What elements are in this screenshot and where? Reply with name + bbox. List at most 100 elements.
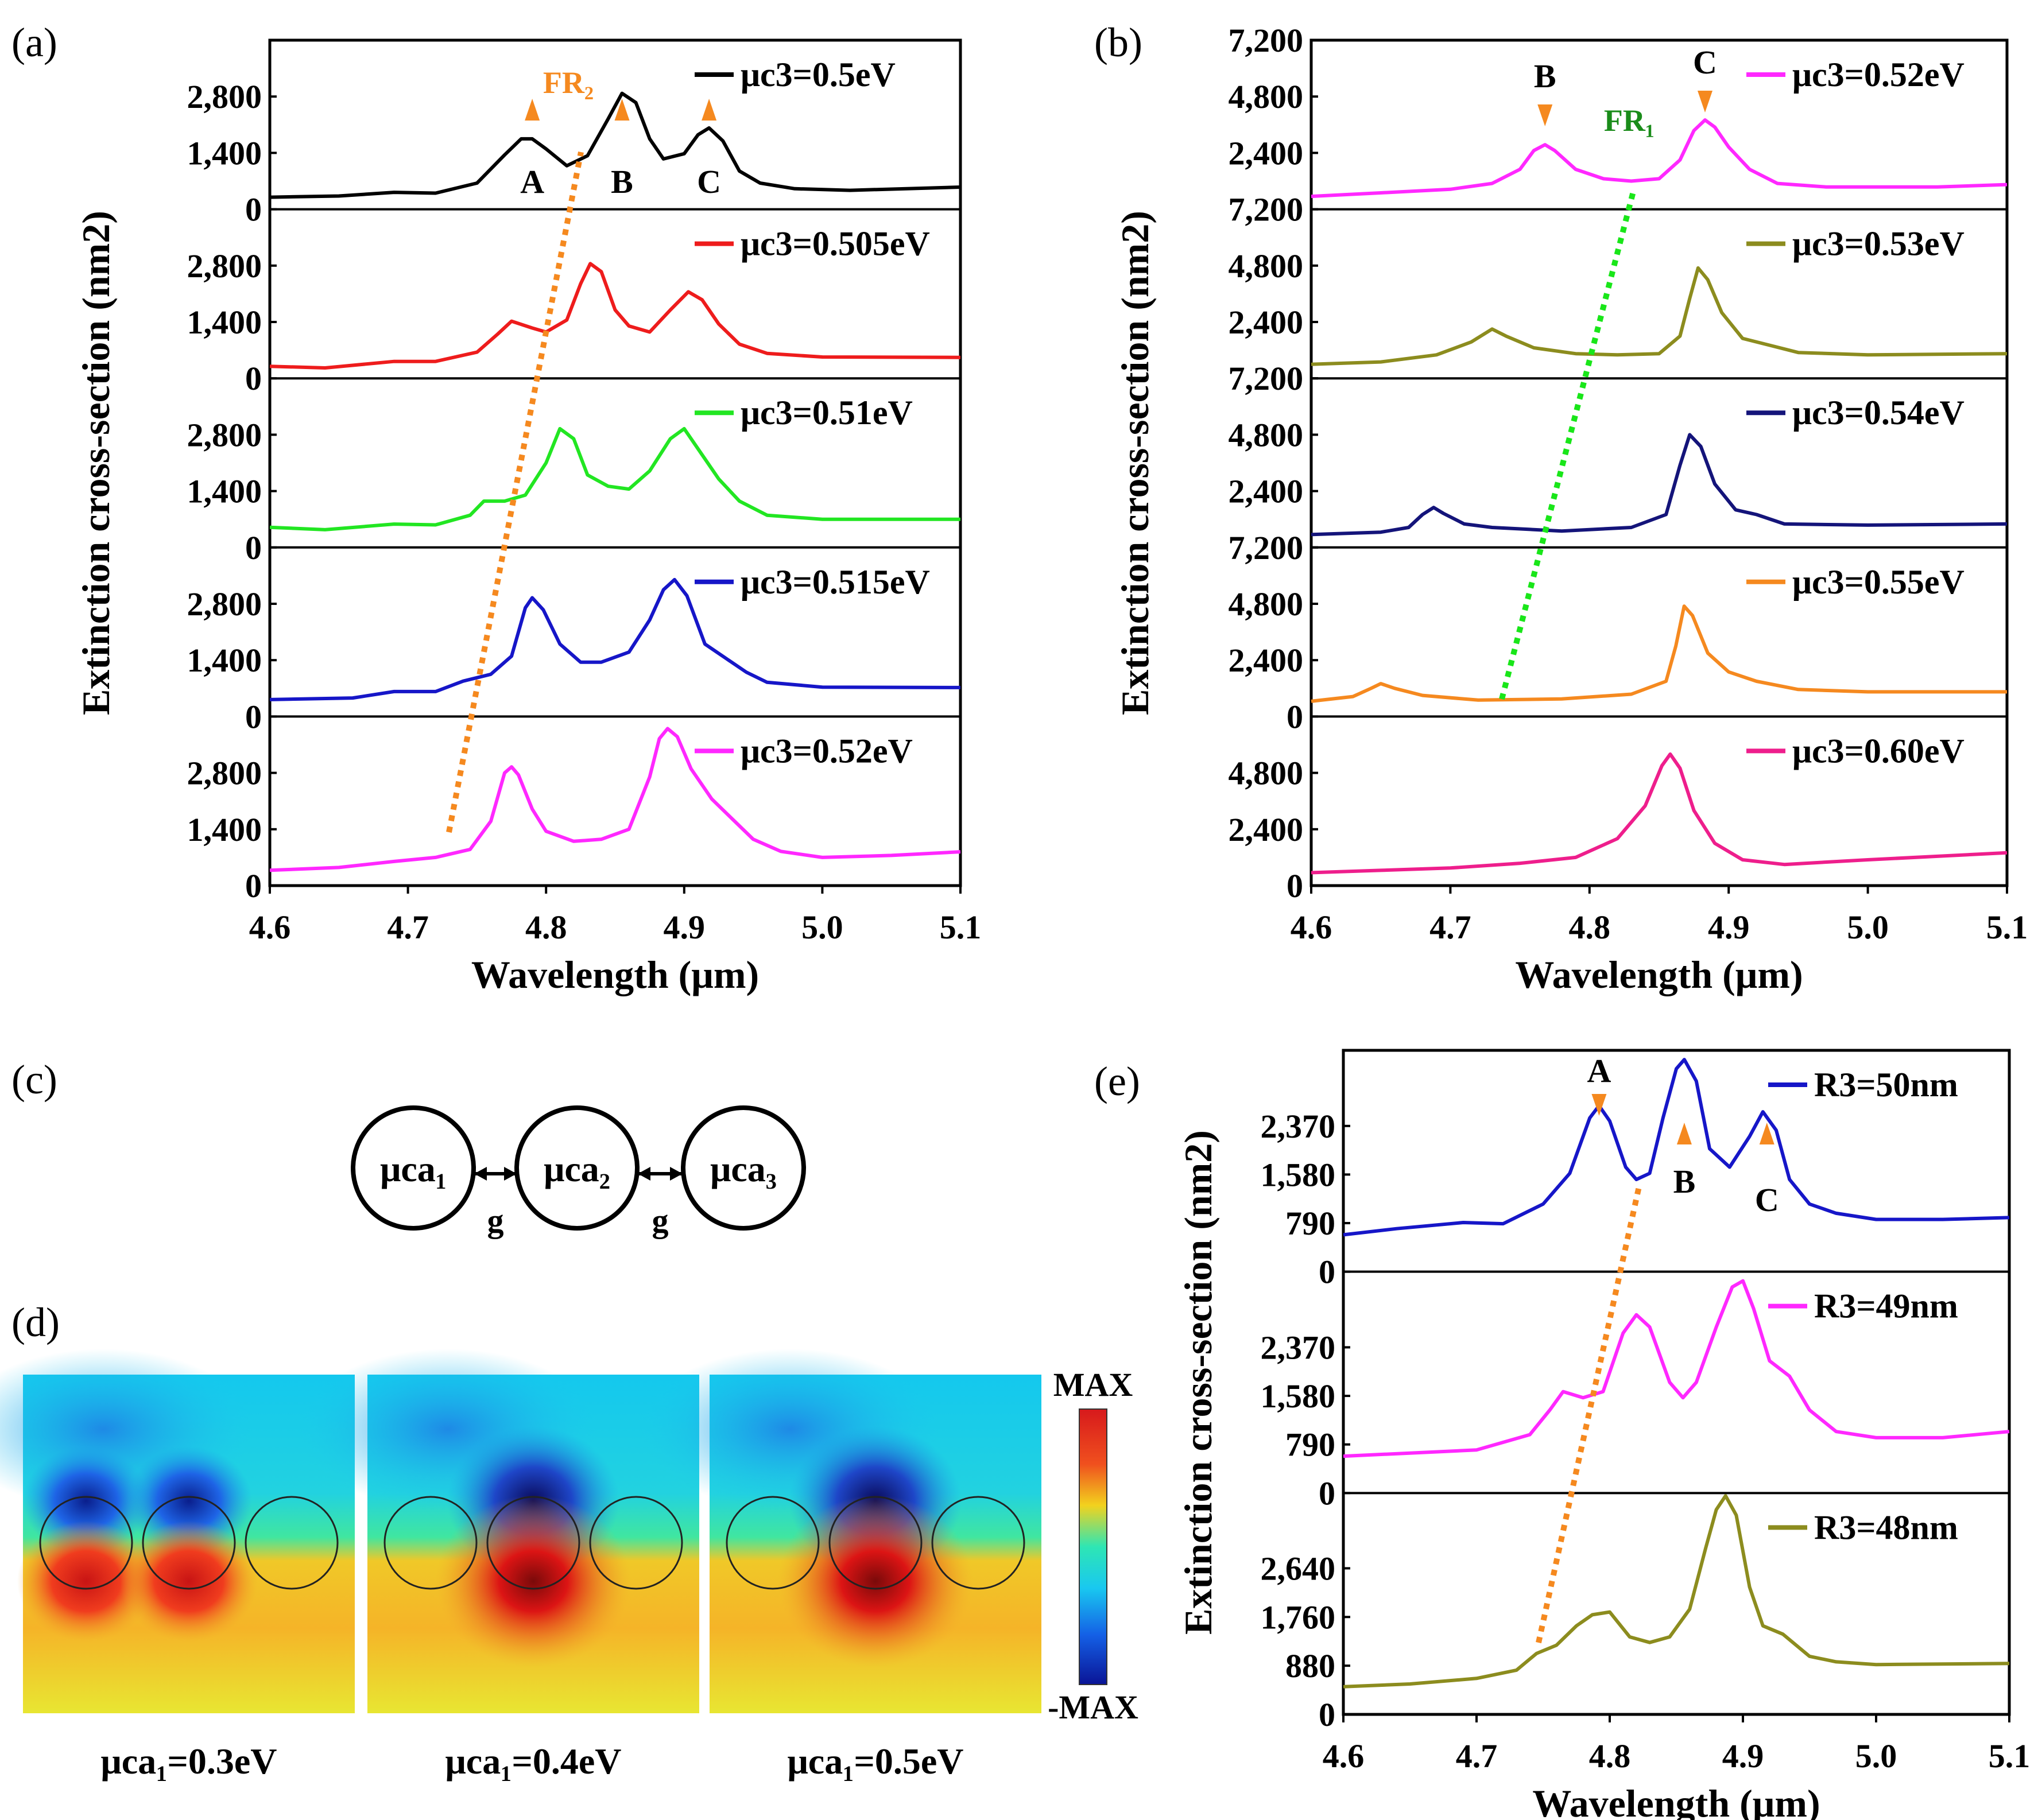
- series-line-b-3: [1311, 433, 2008, 537]
- field-map-caption-1: μca₁=0.3eV: [101, 1741, 277, 1782]
- x-tick-label: 5.1: [1986, 909, 2028, 946]
- series-line-e-1: [1343, 1058, 2010, 1237]
- legend-entry: μc3=0.515eV: [741, 563, 930, 601]
- peak-label-c: C: [697, 163, 721, 200]
- peak-marker-b: [1676, 1123, 1692, 1144]
- series-line-a-1: [269, 91, 961, 199]
- y-tick-label: 1,400: [187, 811, 262, 848]
- particle-label-3: μca₃: [710, 1148, 777, 1189]
- particle-outline: [383, 1496, 478, 1590]
- x-axis-label: Wavelength (μm): [1532, 1782, 1820, 1820]
- x-tick-label: 4.8: [525, 909, 567, 946]
- x-tick-label: 4.6: [249, 909, 291, 946]
- peak-label-b: B: [1534, 57, 1556, 95]
- particle-outline: [245, 1496, 339, 1590]
- particle-label-2: μca₂: [544, 1148, 610, 1189]
- colorbar-max-label: MAX: [1053, 1366, 1133, 1403]
- y-tick-label: 0: [1319, 1254, 1335, 1291]
- series-line-b-2: [1311, 266, 2008, 366]
- arrow-head: [670, 1167, 683, 1181]
- particle-outline: [828, 1496, 923, 1590]
- y-tick-label: 0: [1319, 1696, 1335, 1733]
- panel-label-e: (e): [1094, 1058, 1140, 1104]
- y-tick-label: 1,400: [187, 304, 262, 341]
- x-tick-label: 4.9: [1722, 1737, 1764, 1775]
- gap-label-2: g: [652, 1202, 669, 1239]
- y-axis-label: Extinction cross-section (nm2): [74, 211, 118, 715]
- y-tick-label: 2,400: [1229, 473, 1304, 510]
- series-line-b-4: [1311, 604, 2007, 703]
- peak-marker-a: [525, 99, 540, 121]
- fr2-guide-line: [446, 152, 584, 833]
- x-tick-label: 4.7: [1456, 1737, 1498, 1775]
- legend-entry: R3=50nm: [1814, 1066, 1958, 1104]
- series-line-b-5: [1311, 752, 2008, 875]
- legend-entry: R3=49nm: [1814, 1287, 1958, 1325]
- y-tick-label: 2,370: [1261, 1329, 1336, 1366]
- y-tick-label: 4,800: [1229, 247, 1304, 285]
- peak-marker-c: [1697, 91, 1712, 112]
- x-tick-label: 4.8: [1569, 909, 1611, 946]
- x-tick-label: 4.6: [1291, 909, 1332, 946]
- colorbar: [1079, 1408, 1107, 1685]
- panel-label-c: (c): [11, 1057, 57, 1103]
- field-map-caption-3: μca₁=0.5eV: [788, 1741, 964, 1782]
- y-tick-label: 1,400: [187, 473, 262, 510]
- y-tick-label: 4,800: [1229, 755, 1304, 792]
- series-line-a-2: [269, 262, 961, 370]
- y-tick-label: 0: [245, 191, 262, 228]
- legend-entry: μc3=0.52eV: [1792, 56, 1965, 94]
- x-tick-label: 4.6: [1323, 1737, 1365, 1775]
- x-tick-label: 5.0: [1855, 1737, 1897, 1775]
- field-map-caption-2: μca₁=0.4eV: [445, 1741, 622, 1782]
- legend-entry: R3=48nm: [1814, 1508, 1958, 1546]
- y-tick-label: 1,580: [1261, 1377, 1336, 1415]
- particle-circle-1: [351, 1105, 476, 1231]
- field-map-2: [299, 1349, 699, 1713]
- y-tick-label: 0: [245, 529, 262, 566]
- peak-marker-b: [1537, 104, 1553, 126]
- y-tick-label: 0: [1287, 360, 1303, 397]
- panel-label-d: (d): [11, 1299, 60, 1345]
- x-tick-label: 4.7: [387, 909, 429, 946]
- particle-outline: [39, 1496, 133, 1590]
- particle-circle-2: [514, 1105, 640, 1231]
- y-tick-label: 0: [245, 698, 262, 735]
- y-axis-label: Extinction cross-section (nm2): [1176, 1130, 1220, 1635]
- y-tick-label: 1,400: [187, 134, 262, 172]
- x-axis-label: Wavelength (μm): [471, 953, 759, 996]
- field-map-1: [0, 1349, 355, 1713]
- x-tick-label: 4.9: [1708, 909, 1750, 946]
- gap-label-1: g: [487, 1202, 504, 1239]
- peak-label-c: C: [1755, 1181, 1779, 1218]
- x-tick-label: 4.9: [664, 909, 706, 946]
- peak-marker-a: [1591, 1094, 1607, 1116]
- y-tick-label: 0: [1287, 529, 1303, 566]
- y-tick-label: 1,760: [1261, 1598, 1336, 1636]
- x-axis-label: Wavelength (μm): [1515, 953, 1803, 996]
- colorbar-min-label: -MAX: [1048, 1689, 1138, 1726]
- y-tick-label: 4,800: [1229, 585, 1304, 623]
- y-tick-label: 790: [1285, 1426, 1335, 1464]
- y-tick-label: 0: [1319, 1474, 1335, 1512]
- y-tick-label: 2,800: [187, 247, 262, 285]
- x-tick-label: 4.7: [1429, 909, 1471, 946]
- peak-marker-b: [614, 99, 630, 121]
- y-tick-label: 2,800: [187, 755, 262, 792]
- y-tick-label: 1,580: [1261, 1156, 1336, 1193]
- y-tick-label: 2,800: [187, 416, 262, 453]
- series-line-a-4: [269, 577, 961, 701]
- series-line-a-3: [269, 426, 960, 531]
- positive-lobe: [17, 1521, 155, 1642]
- series-line-e-3: [1343, 1494, 2010, 1689]
- y-tick-label: 2,800: [187, 78, 262, 115]
- positive-lobe: [120, 1521, 258, 1642]
- y-tick-label: 2,800: [187, 585, 262, 623]
- y-tick-label: 0: [245, 867, 262, 905]
- peak-label-b: B: [611, 163, 633, 200]
- y-tick-label: 1,400: [187, 642, 262, 679]
- series-line-b-1: [1311, 118, 2008, 199]
- x-tick-label: 5.1: [940, 909, 982, 946]
- y-tick-label: 2,400: [1229, 134, 1304, 172]
- field-map-3: [641, 1349, 1041, 1713]
